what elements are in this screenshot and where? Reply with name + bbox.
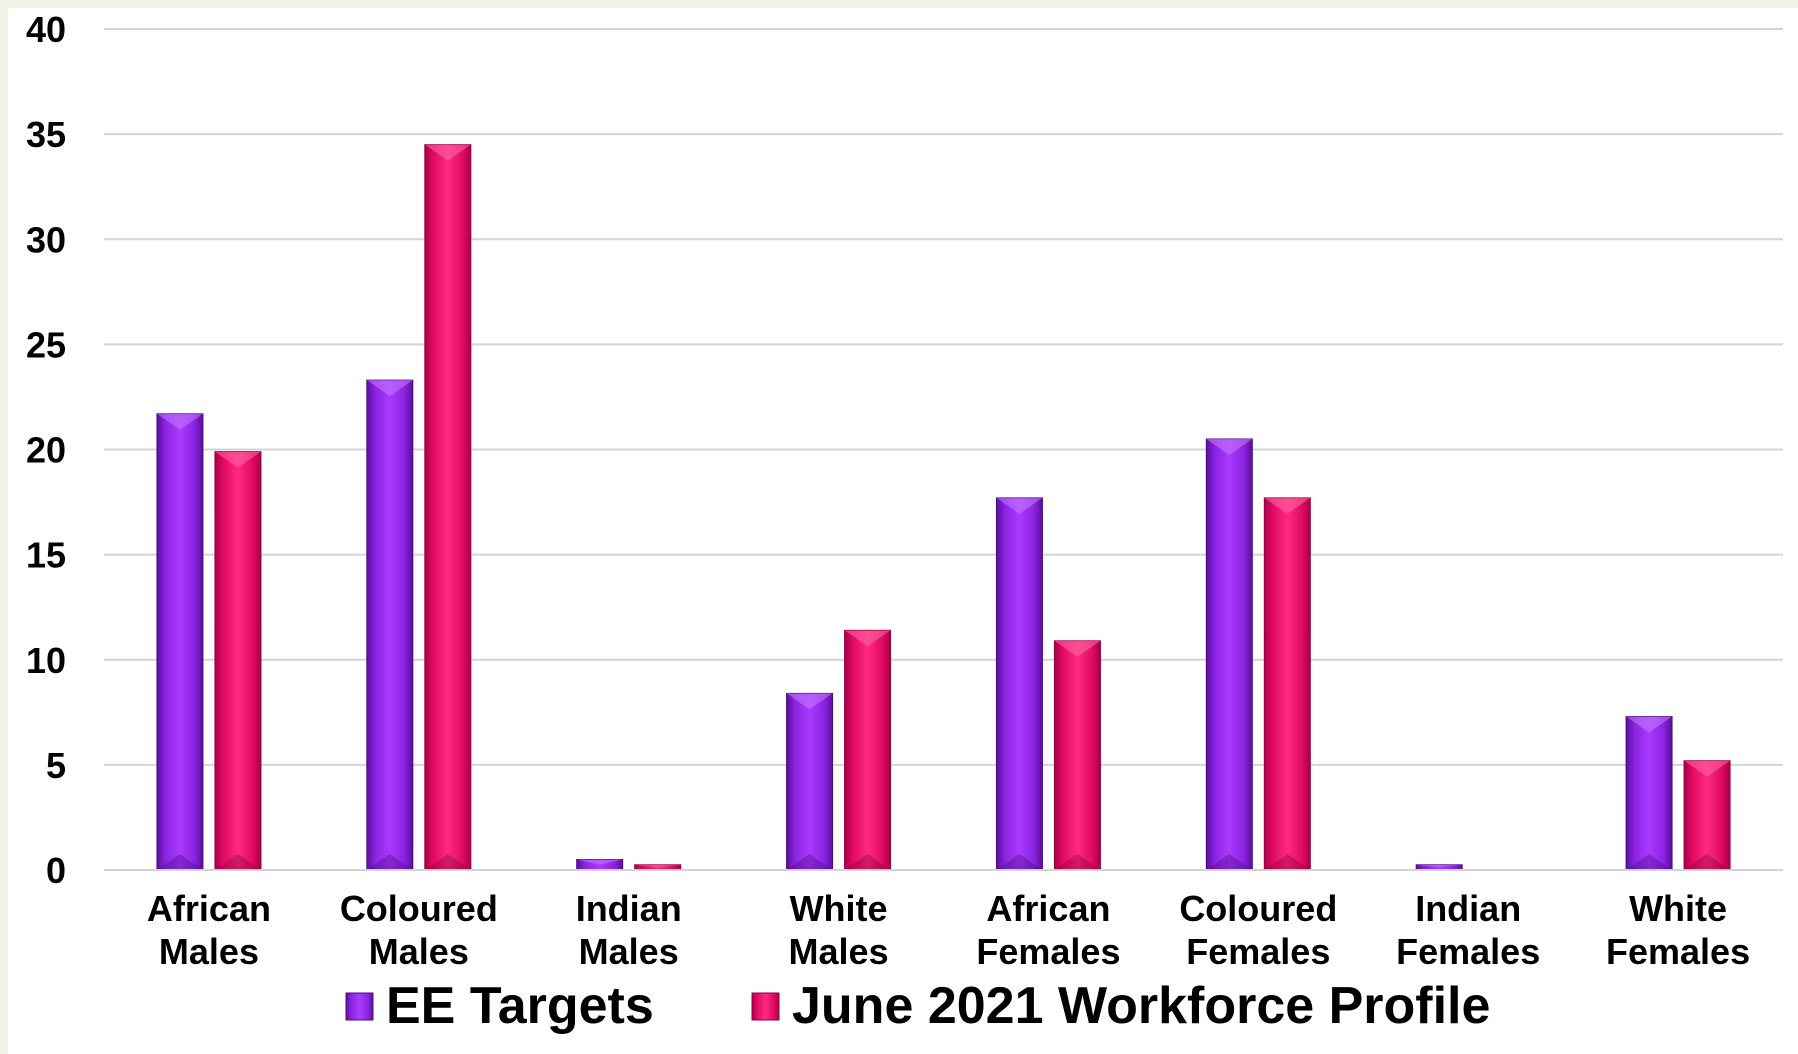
x-category-label: Coloured Females (1179, 888, 1337, 972)
y-tick-label: 30 (26, 219, 66, 260)
bar (1683, 760, 1731, 871)
y-tick-label: 35 (26, 114, 66, 155)
legend-label: EE Targets (386, 977, 654, 1035)
gridlines (104, 28, 1783, 871)
legend-swatch (751, 992, 780, 1021)
x-category-label: Coloured Males (340, 888, 498, 972)
y-tick-label: 5 (46, 745, 66, 786)
legend: EE Targets June 2021 Workforce Profile (345, 977, 1490, 1035)
bar (1625, 716, 1673, 871)
x-axis-categories: African Males Coloured Males Indian Males Whit… (147, 888, 1750, 972)
legend-label: June 2021 Workforce Profile (792, 977, 1490, 1035)
chart-frame: 0 5 10 15 20 25 30 35 40 African Males Coloured Mal… (8, 8, 1798, 1054)
x-category-label: White Females (1606, 888, 1750, 972)
bar (576, 858, 624, 871)
x-category-label: African Males (147, 888, 271, 972)
legend-swatch (345, 992, 374, 1021)
bar (786, 692, 834, 871)
y-tick-label: 25 (26, 324, 66, 365)
x-category-label: African Females (976, 888, 1120, 972)
bar (214, 451, 262, 871)
bar (1263, 497, 1311, 871)
bar (844, 629, 892, 871)
bar (366, 379, 414, 871)
y-tick-label: 15 (26, 535, 66, 576)
bar (1053, 640, 1101, 871)
bar (1205, 438, 1253, 871)
bar-chart: 0 5 10 15 20 25 30 35 40 African Males Coloured Mal… (26, 9, 1783, 1035)
y-tick-label: 20 (26, 430, 66, 471)
y-tick-label: 40 (26, 9, 66, 50)
legend-item: EE Targets (345, 977, 654, 1035)
y-tick-label: 0 (46, 850, 66, 891)
bar (995, 497, 1043, 871)
bar (156, 413, 204, 871)
x-category-label: Indian Females (1396, 888, 1540, 972)
bars (104, 144, 1783, 871)
y-tick-label: 10 (26, 640, 66, 681)
x-category-label: Indian Males (576, 888, 682, 972)
bar (424, 144, 472, 871)
x-category-label: White Males (789, 888, 889, 972)
legend-item: June 2021 Workforce Profile (751, 977, 1490, 1035)
y-axis-ticks: 0 5 10 15 20 25 30 35 40 (26, 9, 66, 891)
